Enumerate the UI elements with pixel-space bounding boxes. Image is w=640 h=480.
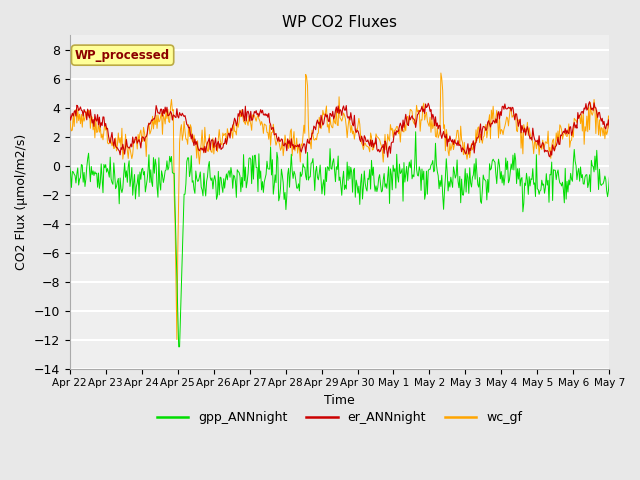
- Title: WP CO2 Fluxes: WP CO2 Fluxes: [282, 15, 397, 30]
- Y-axis label: CO2 Flux (μmol/m2/s): CO2 Flux (μmol/m2/s): [15, 134, 28, 270]
- X-axis label: Time: Time: [324, 394, 355, 407]
- Legend: gpp_ANNnight, er_ANNnight, wc_gf: gpp_ANNnight, er_ANNnight, wc_gf: [152, 406, 527, 429]
- Text: WP_processed: WP_processed: [75, 48, 170, 61]
